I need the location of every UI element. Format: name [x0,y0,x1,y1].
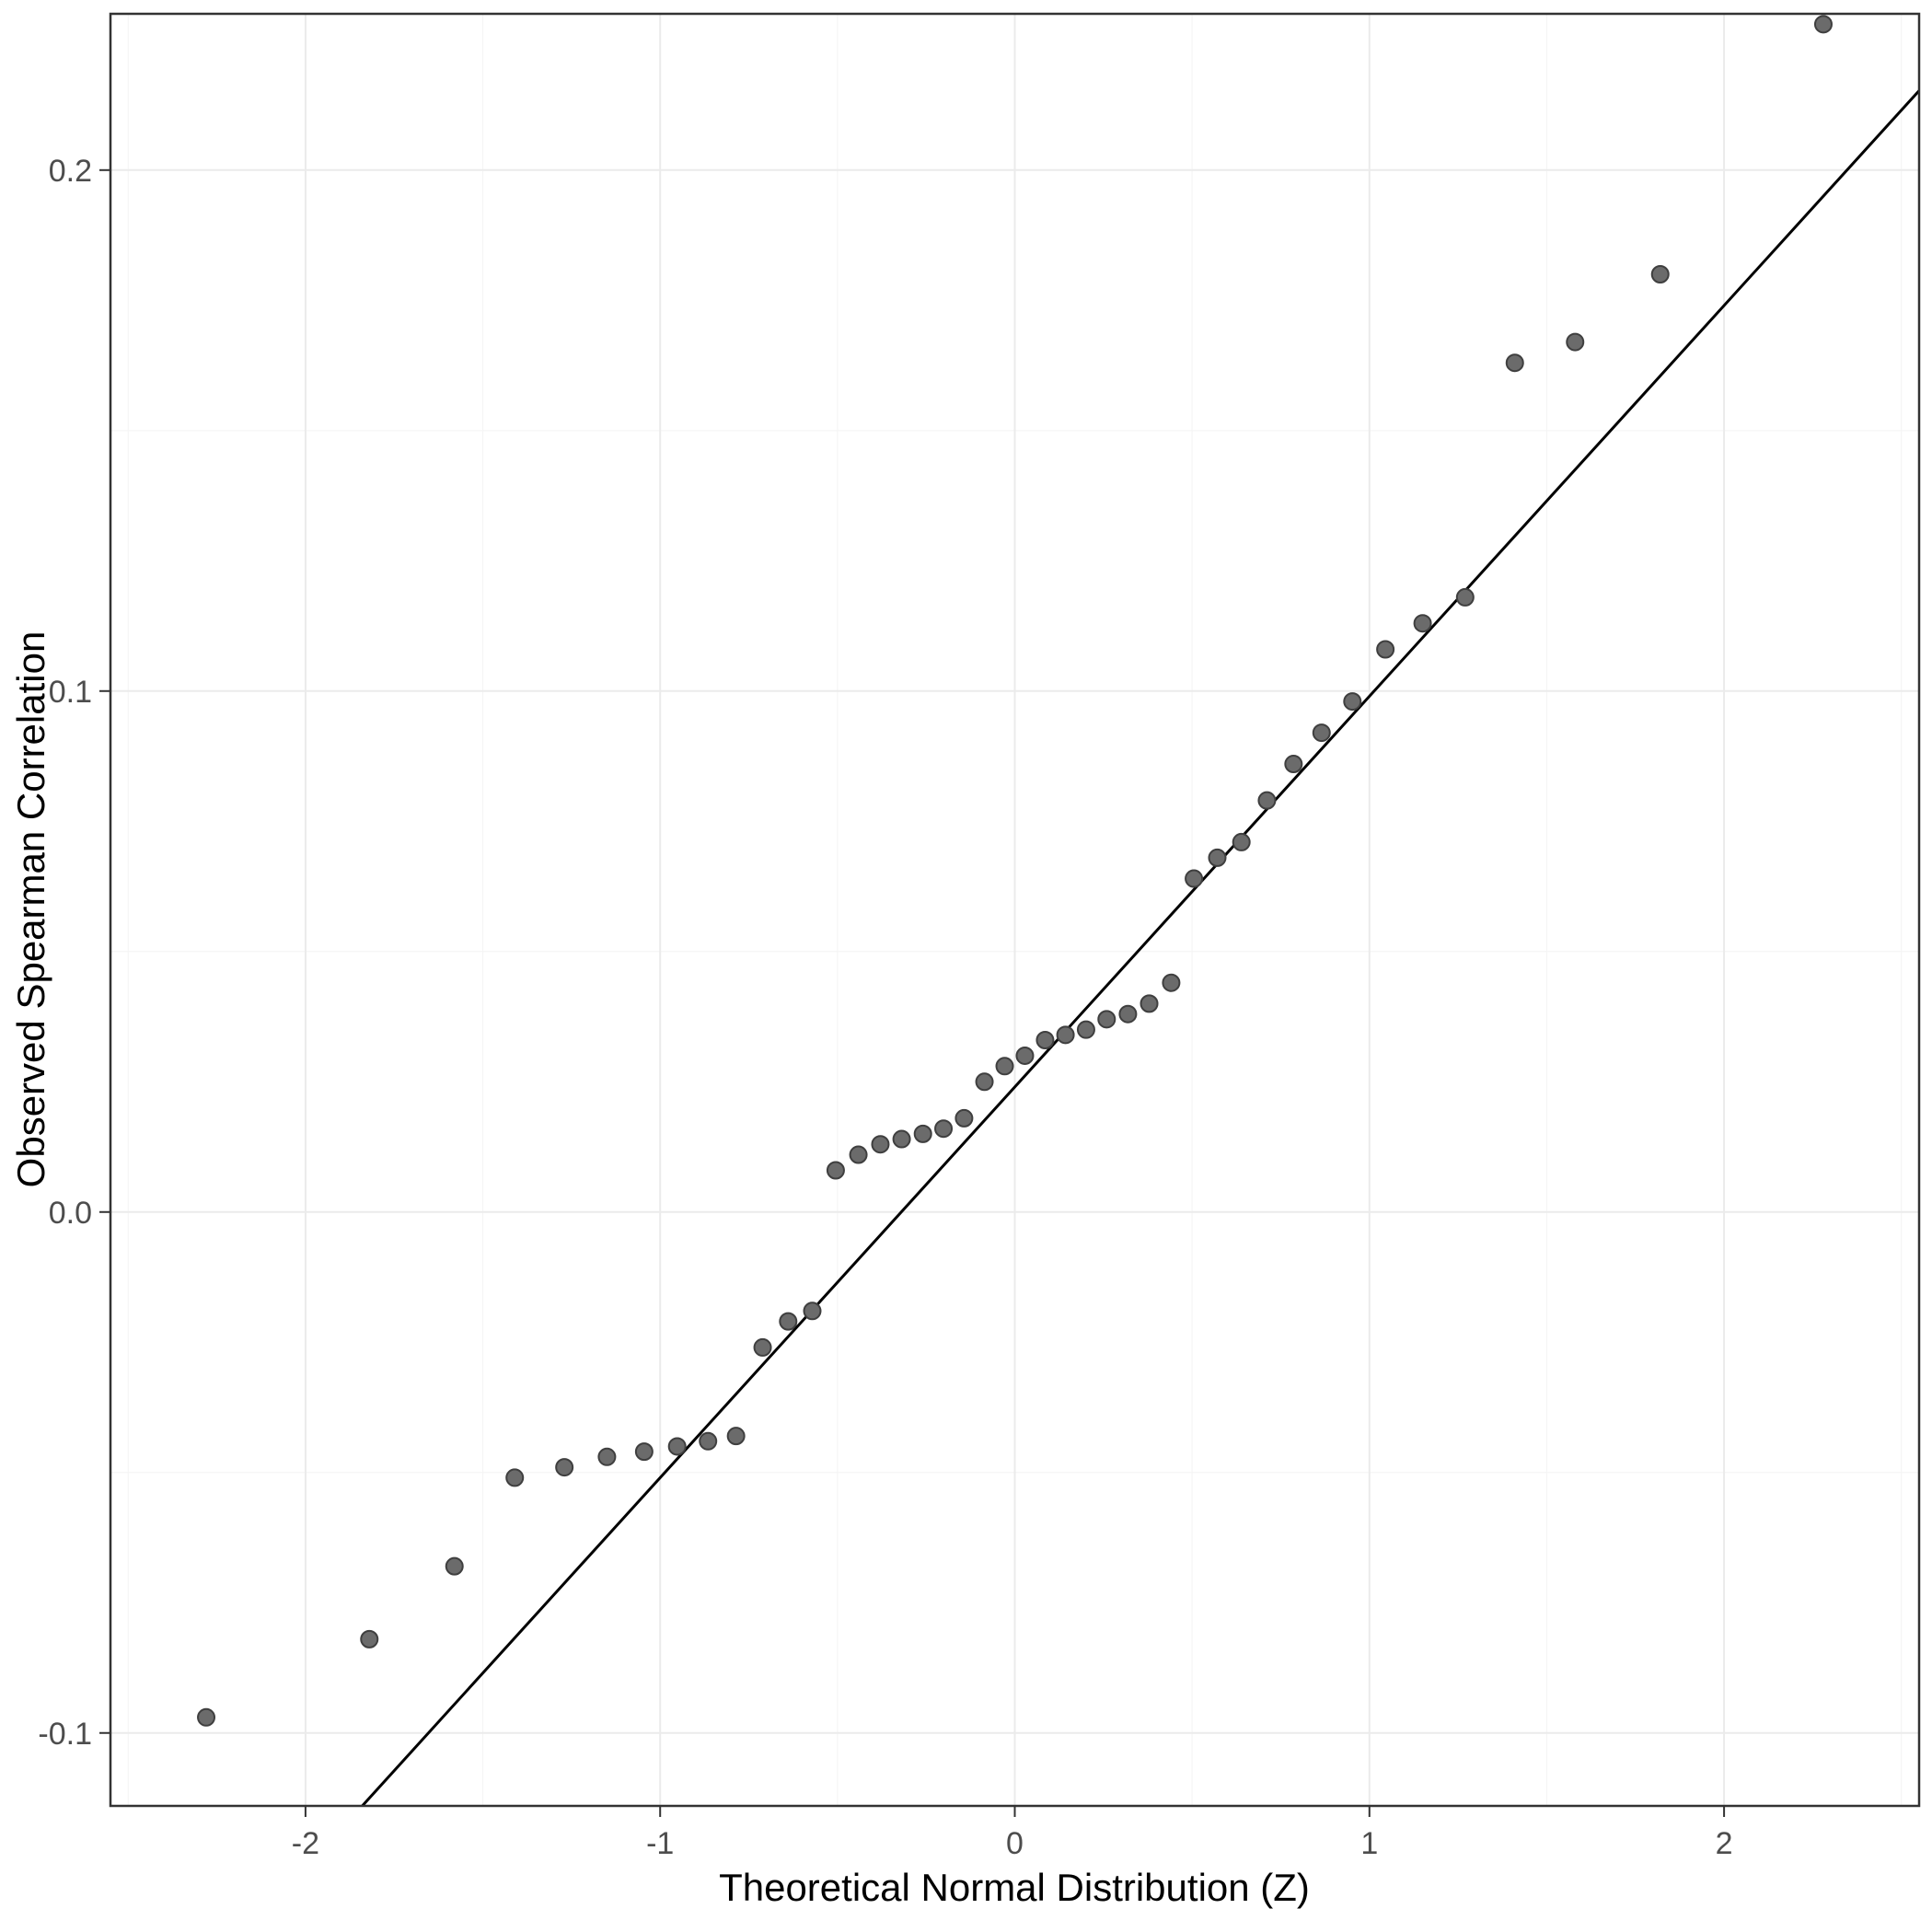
data-point [1140,994,1159,1013]
data-point [1118,1004,1138,1024]
x-tick-label: 0 [1006,1826,1024,1861]
data-point [913,1124,932,1143]
data-point [1376,640,1395,659]
x-tick-label: -1 [646,1826,674,1861]
data-point [1413,614,1432,633]
data-point [1312,723,1331,743]
data-point [934,1119,954,1139]
data-point [954,1108,974,1128]
data-points-layer [197,15,1833,1727]
data-point [1185,869,1204,888]
x-tick-label: 1 [1360,1826,1378,1861]
data-point [1257,791,1277,810]
data-point [1015,1046,1035,1065]
data-point [197,1707,216,1727]
data-point [1505,353,1524,373]
data-point [803,1301,822,1321]
y-tick-label: 0.2 [49,154,92,189]
y-axis-title: Observed Spearman Correlation [9,631,52,1188]
x-tick-label: -2 [292,1826,319,1861]
data-point [975,1072,994,1092]
x-axis-title: Theoretical Normal Distribution (Z) [719,1866,1310,1909]
data-point [1076,1020,1095,1039]
data-point [1162,973,1181,992]
data-point [1813,15,1833,34]
data-point [1455,587,1475,607]
axis-ticks: -2 -1 0 1 2 -0.1 0.0 0.1 0.2 [38,154,1732,1861]
data-point [699,1431,718,1451]
data-point [1097,1010,1116,1029]
data-point [1035,1030,1055,1049]
data-point [726,1427,746,1446]
data-point [1343,692,1362,711]
data-point [849,1145,868,1164]
data-point [1566,332,1585,352]
y-tick-label: 0.1 [49,675,92,710]
data-point [555,1458,574,1477]
data-point [360,1629,379,1649]
y-tick-label: -0.1 [38,1717,92,1752]
data-point [1056,1025,1075,1045]
qq-reference-line [360,89,1919,1806]
data-point [667,1437,687,1456]
data-point [892,1129,911,1149]
gridlines [110,14,1919,1806]
data-point [597,1447,617,1466]
x-tick-label: 2 [1716,1826,1733,1861]
data-point [779,1312,798,1331]
data-point [871,1135,890,1154]
data-point [505,1468,525,1487]
data-point [995,1057,1014,1076]
data-point [1284,755,1303,774]
data-point [1650,264,1670,283]
data-point [826,1161,845,1180]
data-point [1208,848,1227,867]
data-point [634,1442,654,1462]
data-point [753,1337,772,1357]
reference-line-layer [360,89,1919,1806]
data-point [445,1556,464,1576]
y-tick-label: 0.0 [49,1196,92,1231]
data-point [1232,832,1251,851]
